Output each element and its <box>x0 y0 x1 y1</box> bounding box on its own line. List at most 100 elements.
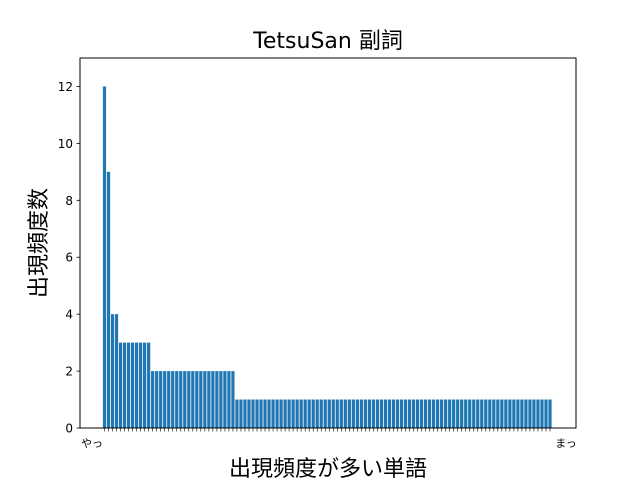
bar <box>432 399 436 428</box>
bar <box>259 399 263 428</box>
bar <box>436 399 440 428</box>
bar <box>126 342 131 428</box>
bar <box>504 399 508 428</box>
bar <box>351 399 355 428</box>
bar <box>122 342 127 428</box>
bar <box>263 399 267 428</box>
bar <box>528 399 532 428</box>
bar <box>291 399 295 428</box>
bar <box>323 399 327 428</box>
bar <box>207 371 211 428</box>
x-axis-label: 出現頻度が多い単語 <box>229 457 427 480</box>
bar <box>448 399 452 428</box>
bar <box>427 399 432 428</box>
bar <box>484 399 488 428</box>
bar <box>363 399 367 428</box>
bar <box>247 399 251 428</box>
bar <box>175 371 179 428</box>
bar <box>251 399 255 428</box>
bar <box>371 399 376 428</box>
bar <box>548 399 552 428</box>
bar <box>215 371 219 428</box>
bar <box>508 399 512 428</box>
bar <box>496 399 500 428</box>
bar <box>440 399 444 428</box>
bar <box>359 399 363 428</box>
bar <box>379 399 384 428</box>
y-tick-label: 0 <box>65 422 73 436</box>
bar <box>279 399 283 428</box>
bar <box>383 399 388 428</box>
bar <box>500 399 504 428</box>
bar <box>540 399 544 428</box>
bar <box>395 399 400 428</box>
bar <box>516 399 520 428</box>
bar <box>452 399 456 428</box>
bar <box>331 399 335 428</box>
bar <box>347 399 351 428</box>
y-tick-label: 2 <box>65 365 73 379</box>
bar <box>391 399 396 428</box>
bar <box>520 399 524 428</box>
bar <box>444 399 448 428</box>
bar <box>311 399 315 428</box>
bar <box>114 314 119 428</box>
bar <box>231 371 235 428</box>
bar <box>423 399 428 428</box>
bar <box>223 371 227 428</box>
bar <box>335 399 339 428</box>
x-tick-label-first: やっ <box>81 437 103 450</box>
bar <box>243 399 247 428</box>
bar <box>303 399 307 428</box>
bar <box>135 342 139 428</box>
bar <box>195 371 199 428</box>
bar <box>143 342 147 428</box>
y-tick-label: 6 <box>65 251 73 265</box>
bar <box>488 399 492 428</box>
bar <box>375 399 380 428</box>
bar <box>106 171 111 428</box>
bar <box>139 342 143 428</box>
bar <box>151 371 155 428</box>
bar <box>271 399 275 428</box>
bar <box>464 399 468 428</box>
bar <box>255 399 259 428</box>
bar <box>407 399 412 428</box>
bar <box>472 399 476 428</box>
y-tick-label: 4 <box>65 308 73 322</box>
bar <box>492 399 496 428</box>
bar <box>468 399 472 428</box>
bar <box>118 342 123 428</box>
x-tick-label-last: まっ <box>555 437 577 450</box>
bar <box>367 399 371 428</box>
bar <box>403 399 408 428</box>
bar <box>355 399 359 428</box>
bar <box>167 371 171 428</box>
bar <box>512 399 516 428</box>
bar <box>227 371 231 428</box>
bar <box>327 399 331 428</box>
bar <box>179 371 183 428</box>
plot-frame <box>79 57 577 429</box>
bar <box>544 399 548 428</box>
bar <box>419 399 424 428</box>
bar <box>295 399 299 428</box>
bar <box>319 399 323 428</box>
bar <box>171 371 175 428</box>
bar <box>387 399 392 428</box>
bar <box>211 371 215 428</box>
bar <box>130 342 135 428</box>
bar <box>315 399 319 428</box>
bar <box>456 399 460 428</box>
bar <box>343 399 347 428</box>
bar <box>307 399 311 428</box>
y-axis-ticks: 0 2 4 6 8 10 12 <box>58 80 80 436</box>
bar <box>532 399 536 428</box>
bar <box>239 399 243 428</box>
bar <box>399 399 404 428</box>
bar <box>267 399 271 428</box>
bar <box>415 399 420 428</box>
chart-title: TetsuSan 副詞 <box>252 29 403 54</box>
bar <box>283 399 287 428</box>
y-axis-label: 出現頻度数 <box>27 188 52 298</box>
